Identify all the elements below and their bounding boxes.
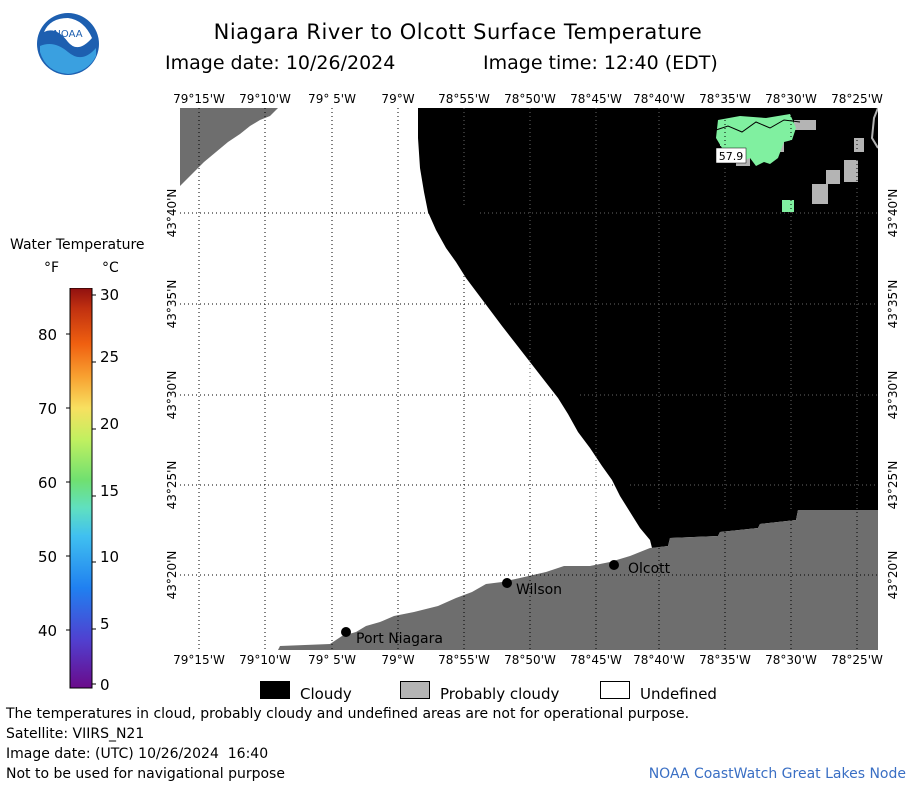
- place-label: Olcott: [628, 561, 671, 577]
- lat-label: 43°40'N: [886, 188, 900, 238]
- legend-cloudy: Cloudy: [300, 685, 352, 703]
- land-us: [278, 510, 878, 650]
- lon-label: 78°35'W: [699, 653, 751, 667]
- lon-label: 79° 5'W: [308, 653, 356, 667]
- lon-label: 79°10'W: [239, 92, 291, 106]
- colorbar-unit-f: °F: [44, 260, 60, 276]
- lon-label: 79°15'W: [173, 653, 225, 667]
- f-tick: 60: [38, 474, 58, 492]
- lon-label: 79°10'W: [239, 653, 291, 667]
- lon-label: 78°50'W: [504, 92, 556, 106]
- legend-swatch-undefined: [600, 681, 630, 699]
- place-olcott: Olcott: [609, 560, 671, 577]
- lon-label: 78°40'W: [633, 653, 685, 667]
- temperature-map: Olcott Wilson Port Niagara 57.9: [180, 108, 878, 650]
- lon-label: 78°25'W: [831, 92, 883, 106]
- f-tick: 80: [38, 326, 58, 344]
- place-wilson: Wilson: [502, 578, 562, 598]
- f-tick: 40: [38, 622, 58, 640]
- colorbar-title: Water Temperature: [10, 237, 145, 253]
- colorbar: [66, 288, 96, 689]
- lon-label: 78°55'W: [438, 653, 490, 667]
- edge-probably-cloudy: [870, 108, 878, 149]
- graticule-on-dark: [463, 108, 878, 510]
- lat-label: 43°20'N: [886, 550, 900, 600]
- c-tick: 0: [100, 676, 110, 694]
- page-title: Niagara River to Olcott Surface Temperat…: [213, 20, 703, 44]
- nav-warning: Not to be used for navigational purpose: [6, 766, 285, 782]
- lat-label: 43°30'N: [165, 370, 179, 420]
- noaa-logo: NOAA: [36, 12, 100, 76]
- lat-label: 43°40'N: [165, 188, 179, 238]
- cloud-area: [418, 108, 878, 548]
- lat-label: 43°25'N: [886, 460, 900, 510]
- temperature-label: 57.9: [715, 147, 747, 164]
- noaa-logo-icon: NOAA: [37, 13, 99, 75]
- c-tick: 25: [100, 348, 120, 366]
- disclaimer: The temperatures in cloud, probably clou…: [6, 706, 690, 722]
- c-tick: 30: [100, 286, 120, 304]
- lon-label: 78°55'W: [438, 92, 490, 106]
- satellite: Satellite: VIIRS_N21: [6, 726, 145, 742]
- utc-date: Image date: (UTC) 10/26/2024 16:40: [6, 746, 269, 762]
- lon-label: 78°50'W: [504, 653, 556, 667]
- c-tick: 5: [100, 615, 110, 633]
- contour-line: [715, 119, 801, 133]
- legend-swatch-probably-cloudy: [400, 681, 430, 699]
- lon-label: 79°15'W: [173, 92, 225, 106]
- place-port-niagara: Port Niagara: [341, 627, 443, 647]
- noaa-logo-text: NOAA: [53, 29, 82, 40]
- image-time: Image time: 12:40 (EDT): [483, 52, 718, 74]
- colorbar-unit-c: °C: [102, 260, 119, 276]
- lat-label: 43°25'N: [165, 460, 179, 510]
- lon-label: 78°40'W: [633, 92, 685, 106]
- lat-label: 43°35'N: [886, 279, 900, 329]
- credit-link[interactable]: NOAA CoastWatch Great Lakes Node: [648, 766, 906, 782]
- legend-probably-cloudy: Probably cloudy: [440, 685, 560, 703]
- lon-label: 78°45'W: [570, 92, 622, 106]
- lon-label: 78°30'W: [765, 92, 817, 106]
- lon-label: 78°25'W: [831, 653, 883, 667]
- place-label: Port Niagara: [356, 631, 443, 647]
- temp-value: 57.9: [719, 150, 744, 163]
- f-tick: 50: [38, 548, 58, 566]
- lon-label: 78°30'W: [765, 653, 817, 667]
- image-date: Image date: 10/26/2024: [165, 52, 396, 74]
- lat-label: 43°30'N: [886, 370, 900, 420]
- lon-label: 79°W: [381, 653, 415, 667]
- legend-undefined: Undefined: [640, 685, 717, 703]
- c-tick: 15: [100, 482, 120, 500]
- lon-label: 79° 5'W: [308, 92, 356, 106]
- lat-label: 43°35'N: [165, 279, 179, 329]
- c-tick: 20: [100, 415, 120, 433]
- legend-swatch-cloudy: [260, 681, 290, 699]
- lat-label: 43°20'N: [165, 550, 179, 600]
- f-tick: 70: [38, 400, 58, 418]
- place-label: Wilson: [516, 582, 562, 598]
- lon-label: 78°45'W: [570, 653, 622, 667]
- lon-label: 78°35'W: [699, 92, 751, 106]
- c-tick: 10: [100, 548, 120, 566]
- land-canada: [180, 108, 278, 186]
- lon-label: 79°W: [381, 92, 415, 106]
